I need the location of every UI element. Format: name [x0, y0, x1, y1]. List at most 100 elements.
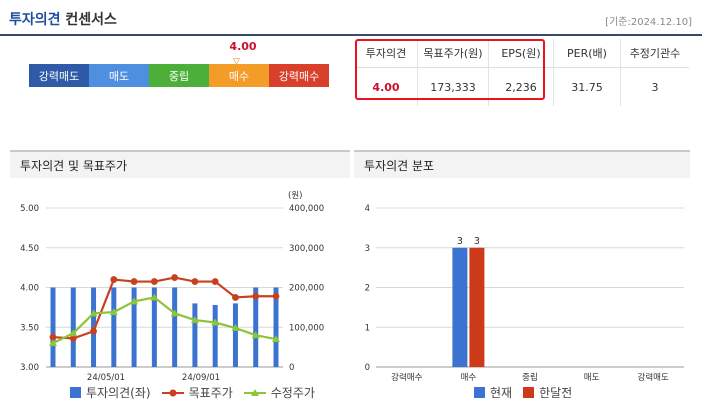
price-point [49, 339, 57, 347]
x-tick: 24/09/01 [182, 373, 220, 383]
y-tick: 3 [365, 244, 370, 254]
chart2-legend: 현재 한달전 [474, 384, 572, 401]
target-price-point [232, 294, 239, 301]
month-ago-bar [469, 247, 485, 367]
y-left-tick: 5.00 [20, 204, 39, 214]
y-left-tick: 3.00 [20, 363, 39, 373]
opinion-bar [192, 303, 198, 367]
legend-target-swatch [161, 389, 184, 396]
opinion-bar [111, 287, 117, 367]
price-point [150, 293, 159, 301]
current-rating-value: 4.00 [229, 40, 257, 53]
price-point [272, 335, 280, 343]
rating-strong-buy: 강력매수 [269, 64, 329, 87]
target-price-point [69, 334, 77, 342]
target-price-point [110, 276, 118, 283]
opinion-bar [172, 287, 178, 367]
category-label: 매수 [461, 373, 477, 383]
y-right-tick: 0 [289, 363, 294, 373]
opinion-bar [212, 304, 218, 367]
page-title: 투자의견 컨센서스 [9, 9, 117, 29]
price-point [109, 308, 118, 316]
target-price-point [252, 292, 260, 300]
target-price-point [90, 327, 97, 335]
bar-data-label: 3 [474, 236, 480, 247]
opinion-bar [50, 287, 56, 367]
y-left-tick: 4.50 [20, 244, 39, 254]
legend-price-swatch [243, 388, 266, 396]
opinion-bar [273, 287, 279, 367]
y-right-tick: 300,000 [289, 244, 324, 254]
title-rest: 컨센서스 [65, 12, 117, 28]
target-price-point [130, 278, 138, 285]
rating-neutral: 중립 [149, 64, 209, 87]
x-tick: 24/05/01 [87, 373, 125, 383]
bar-data-label: 3 [457, 236, 463, 247]
y-tick: 1 [365, 323, 370, 333]
col-header-per: PER(배) [553, 39, 621, 68]
price-point [231, 324, 240, 332]
legend-opinion-label: 투자의견(좌) [86, 386, 151, 400]
y-tick: 2 [365, 284, 370, 294]
price-point [190, 316, 199, 324]
rating-buy: 매수 [209, 64, 269, 87]
col-header-opinion: 투자의견 [355, 39, 418, 68]
opinion-bar [131, 287, 137, 367]
price-point [69, 329, 78, 337]
title-highlight: 투자의견 [9, 12, 61, 28]
chart1-legend: 투자의견(좌) 목표주가 수정주가 [70, 384, 315, 401]
target-price-point [171, 274, 179, 281]
target-price-line [52, 276, 276, 340]
y-right-tick: 200,000 [289, 284, 324, 294]
price-point [251, 331, 260, 339]
rating-pointer-icon: ▽ [233, 57, 240, 67]
y-right-tick: 400,000 [289, 204, 324, 214]
y-left-tick: 4.00 [20, 284, 39, 294]
opinion-bar [91, 287, 97, 367]
col-header-target-price: 목표주가(원) [417, 39, 489, 68]
target-price-point [191, 278, 199, 285]
target-price-point [150, 278, 158, 285]
category-label: 강력매수 [391, 372, 422, 383]
opinion-bar [232, 303, 238, 367]
legend-opinion-swatch [70, 387, 81, 398]
target-price-point [272, 292, 280, 300]
target-price-point [49, 333, 57, 341]
opinion-bar [253, 287, 259, 367]
legend-target-label: 목표주가 [188, 386, 233, 400]
legend-month-ago-label: 한달전 [539, 386, 573, 400]
chart1-title: 투자의견 및 목표주가 [20, 159, 127, 173]
y-right-unit: (원) [288, 191, 302, 201]
base-date: [기준:2024.12.10] [605, 17, 692, 28]
cell-opinion: 4.00 [372, 80, 400, 94]
col-header-institutions: 추정기관수 [620, 39, 689, 68]
price-point [170, 309, 179, 317]
highlight-box [355, 39, 545, 100]
legend-month-ago-swatch [523, 387, 535, 398]
col-header-eps: EPS(원) [488, 39, 554, 68]
price-point [211, 318, 220, 326]
chart2-title: 투자의견 분포 [364, 159, 435, 173]
legend-price-label: 수정주가 [270, 386, 315, 400]
y-left-tick: 3.50 [20, 323, 39, 333]
opinion-bar [151, 287, 157, 367]
cell-institutions: 3 [620, 67, 689, 106]
current-bar [452, 247, 468, 367]
opinion-target-price-chart: 5.00 400,000 4.50 300,000 4.00 200,000 3.50 100… [20, 191, 324, 383]
target-price-point [211, 278, 219, 285]
legend-current-label: 현재 [490, 386, 513, 400]
price-point [130, 297, 139, 305]
title-divider [0, 34, 702, 36]
category-label: 매도 [584, 373, 600, 383]
category-label: 중립 [522, 373, 538, 383]
category-label: 강력매도 [638, 372, 669, 383]
rating-sell: 매도 [89, 64, 149, 87]
opinion-bar [70, 287, 76, 367]
price-line [52, 296, 277, 345]
price-point [89, 309, 98, 317]
cell-per: 31.75 [553, 67, 621, 106]
y-tick: 4 [365, 204, 370, 214]
legend-current-swatch [474, 387, 485, 398]
rating-strong-sell: 강력매도 [29, 64, 89, 87]
